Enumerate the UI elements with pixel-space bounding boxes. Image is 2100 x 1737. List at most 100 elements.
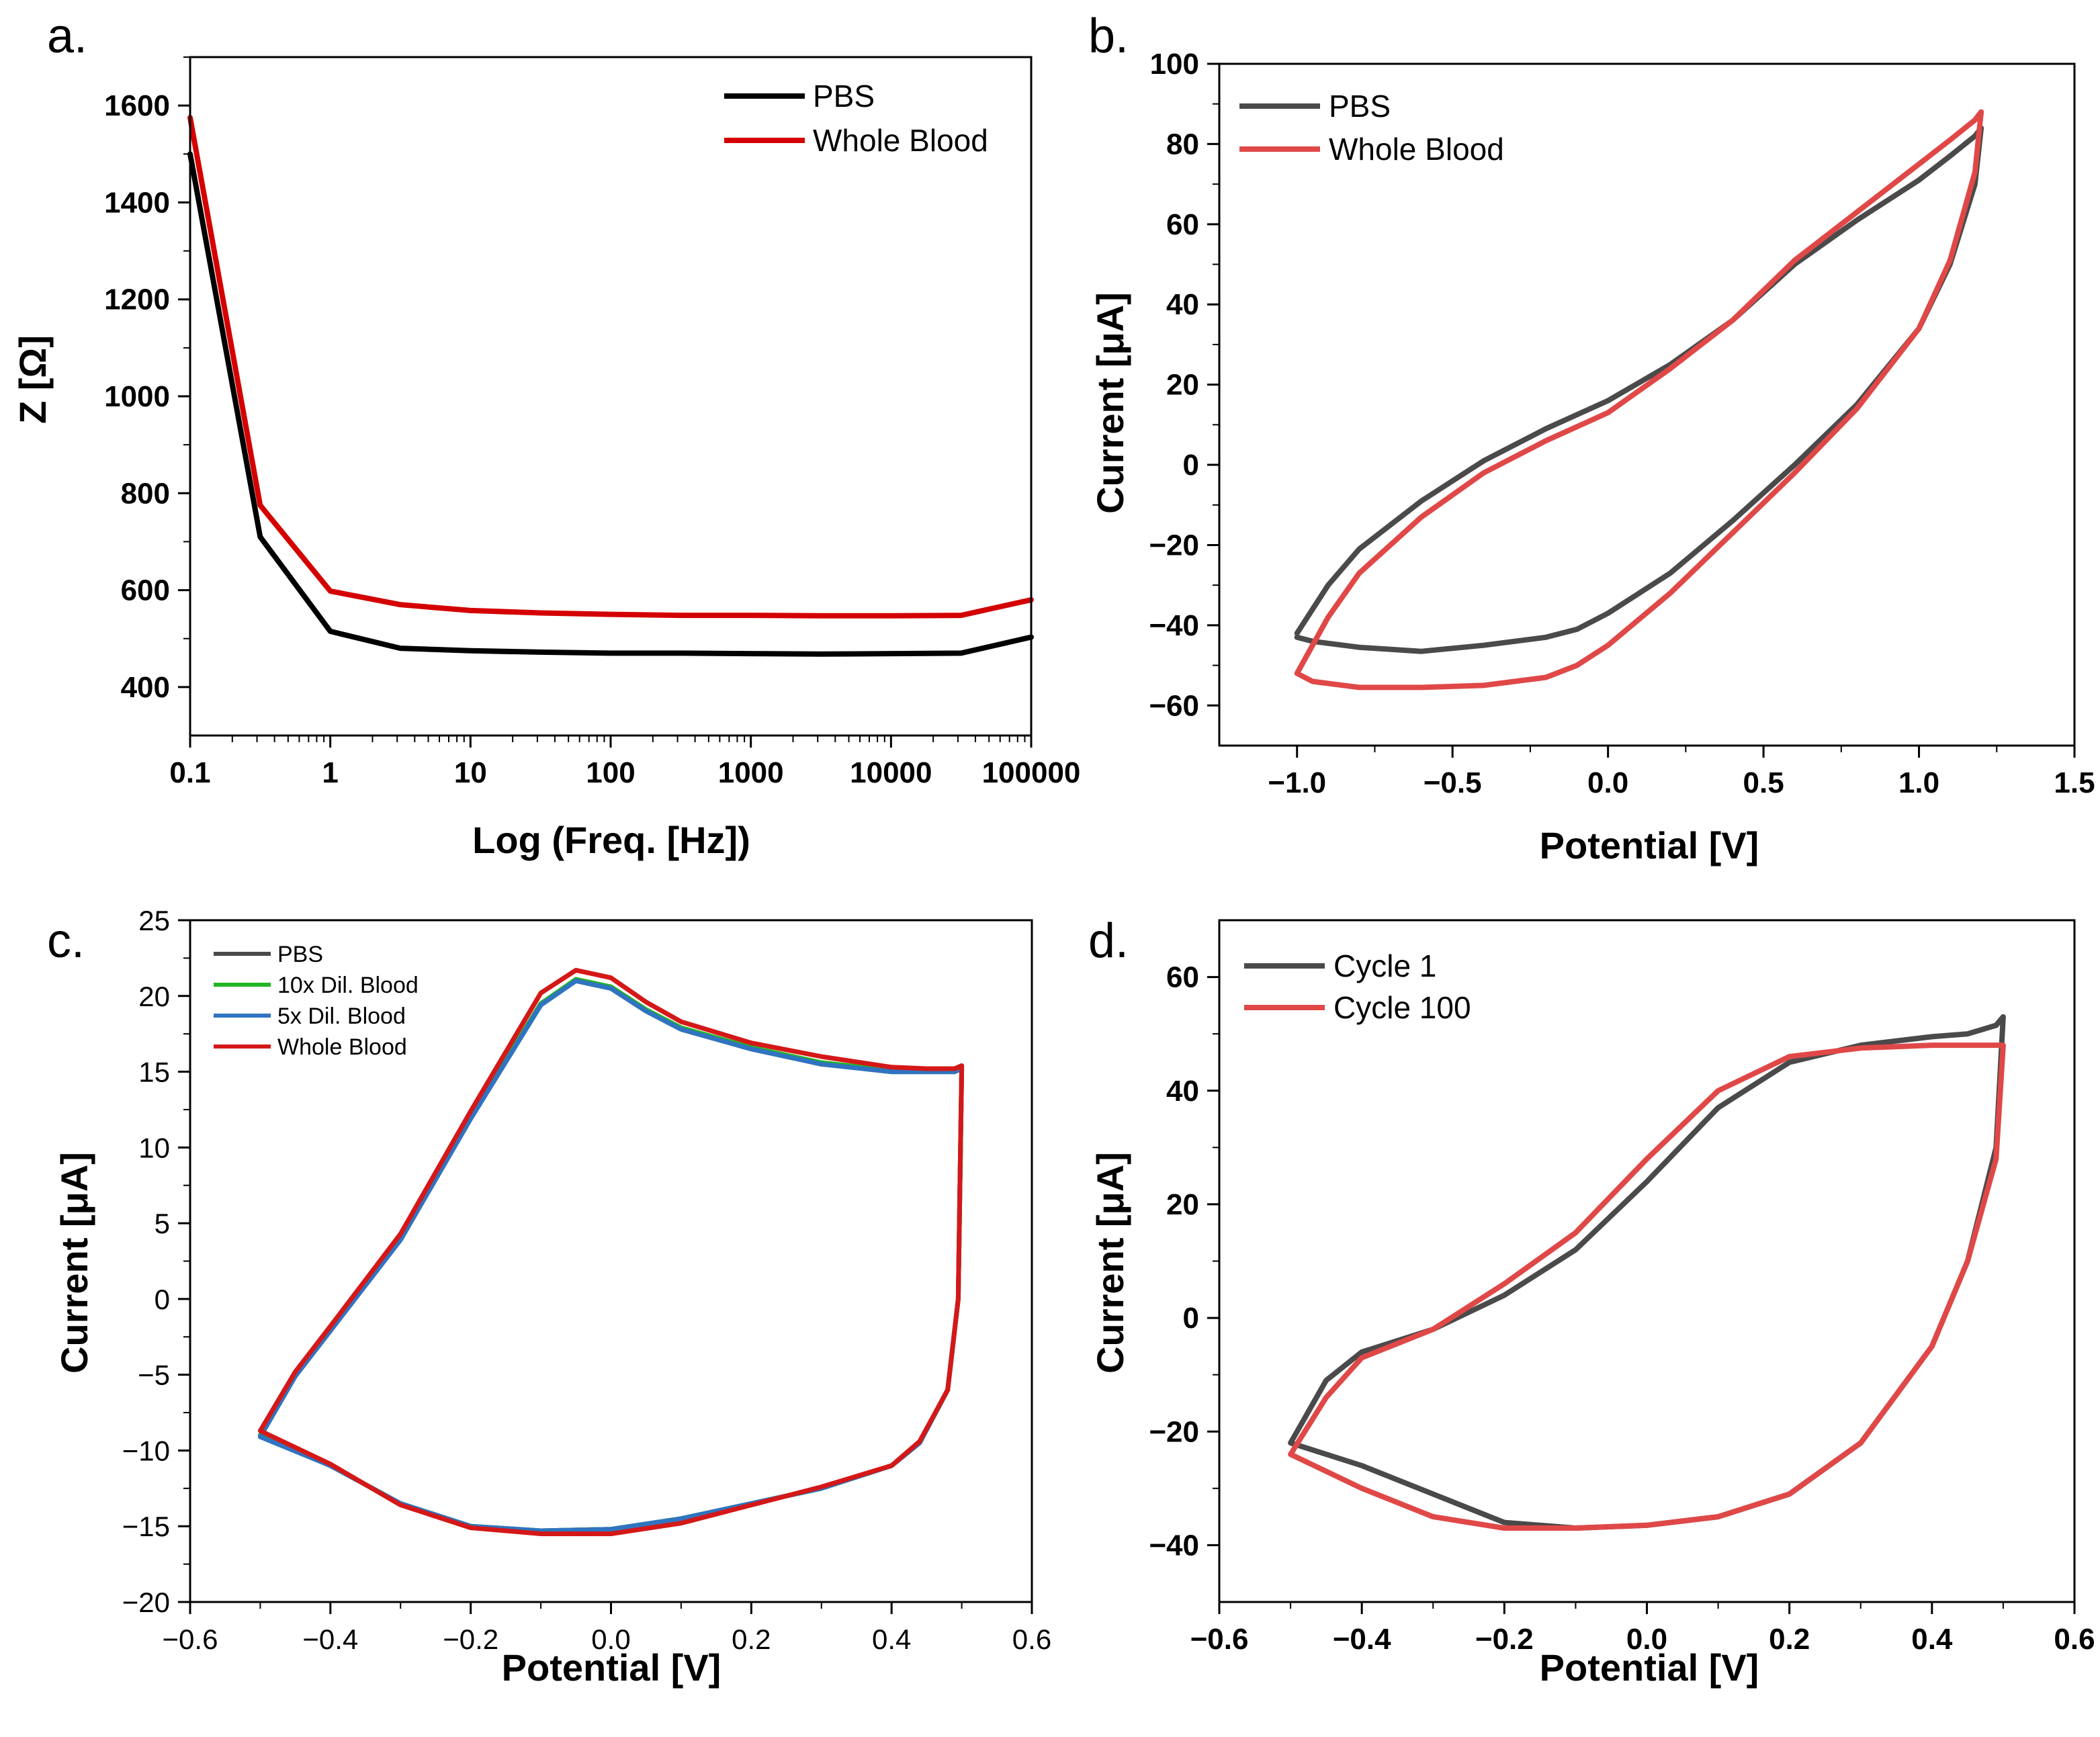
x-tick-label-c-0: −0.6 (163, 1623, 218, 1655)
y-tick-label-d-2: 0 (1183, 1302, 1199, 1335)
panel-d: d. −0.6 −0.4 −0.2 0.0 0.2 0.4 0.6 −40 −20 0 20 40 60… (1088, 914, 2095, 1689)
y-tick-label-b-6: 60 (1166, 208, 1199, 241)
panel-b-ylabel: Current [μA] (1089, 292, 1131, 514)
x-tick-label-a-4: 1000 (718, 756, 784, 789)
panel-c-ylabel: Current [μA] (53, 1152, 95, 1374)
y-tick-label-c-7: 15 (138, 1057, 170, 1088)
y-tick-label-c-2: −10 (122, 1435, 170, 1466)
x-tick-label-c-3: 0.0 (591, 1623, 630, 1655)
y-tick-label-b-5: 40 (1166, 288, 1199, 321)
series-line-a-0 (187, 151, 1034, 657)
series-line-b-1 (1294, 109, 1984, 691)
y-tick-label-c-0: −20 (122, 1587, 170, 1618)
plot-frame-b (1218, 62, 2076, 747)
x-tick-label-d-4: 0.2 (1769, 1623, 1810, 1656)
x-tick-label-c-1: −0.4 (302, 1623, 358, 1655)
legend-d-label-cycle-100: Cycle 100 (1333, 990, 1471, 1025)
y-tick-label-a-2: 800 (121, 477, 170, 510)
panel-a-ylabel: Z [Ω] (11, 335, 54, 424)
x-tick-label-a-2: 10 (454, 756, 487, 789)
x-tick-label-b-4: 1.0 (1898, 766, 1939, 799)
panel-d-xlabel: Potential [V] (1540, 1646, 1759, 1689)
x-tick-label-c-5: 0.4 (872, 1623, 911, 1655)
x-tick-label-b-1: −0.5 (1424, 766, 1482, 799)
y-tick-label-b-7: 80 (1166, 128, 1199, 161)
x-tick-label-c-6: 0.6 (1012, 1623, 1051, 1655)
y-tick-label-a-0: 400 (121, 671, 170, 704)
series-line-a-1 (187, 115, 1034, 619)
panel-d-ylabel: Current [μA] (1089, 1152, 1131, 1374)
series-line-c-3 (257, 967, 965, 1536)
x-tick-label-b-3: 0.5 (1743, 766, 1784, 799)
panel-d-legend: Cycle 1 Cycle 100 (1244, 948, 1471, 1025)
x-tick-label-a-3: 100 (586, 756, 635, 789)
x-tick-label-d-3: 0.0 (1626, 1623, 1667, 1656)
legend-c-label-pbs: PBS (277, 942, 323, 967)
legend-a-label-pbs: PBS (813, 79, 875, 114)
y-tick-label-c-5: 5 (155, 1208, 170, 1239)
y-tick-label-d-5: 60 (1166, 961, 1199, 994)
x-tick-label-d-1: −0.4 (1333, 1623, 1391, 1656)
panel-b-label: b. (1088, 9, 1129, 63)
plot-b-area: −1.0 −0.5 0.0 0.5 1.0 1.5 −60 −40 −20 0 20 40 60 80 10… (1149, 48, 2095, 799)
y-tick-label-b-1: −40 (1149, 609, 1199, 642)
panel-b-xlabel: Potential [V] (1540, 824, 1759, 866)
panel-a: a. 0.1 1 10 100 1000 10000 100000 400 600 800 1000… (11, 9, 1080, 861)
y-tick-label-c-3: −5 (138, 1360, 170, 1391)
y-tick-label-c-1: −15 (122, 1511, 170, 1542)
panel-c-xlabel: Potential [V] (502, 1646, 721, 1689)
panel-a-legend: PBS Whole Blood (724, 79, 988, 158)
legend-a-label-whole-blood: Whole Blood (813, 123, 988, 158)
legend-d-label-cycle-1: Cycle 1 (1333, 948, 1436, 983)
panel-a-label: a. (47, 9, 87, 63)
x-tick-label-d-5: 0.4 (1911, 1623, 1953, 1656)
series-line-d-1 (1288, 1042, 2006, 1531)
y-tick-label-a-4: 1200 (104, 283, 170, 316)
y-tick-label-b-4: 20 (1166, 369, 1199, 402)
legend-c-label-whole-blood: Whole Blood (277, 1034, 407, 1060)
panel-d-label: d. (1088, 914, 1129, 968)
panel-a-xlabel: Log (Freq. [Hz]) (472, 819, 750, 861)
y-tick-label-b-2: −20 (1149, 529, 1199, 562)
plot-a-area: 0.1 1 10 100 1000 10000 100000 400 600 800 1000 120… (104, 56, 1081, 789)
x-tick-label-c-4: 0.2 (732, 1623, 771, 1655)
legend-b-label-pbs: PBS (1329, 89, 1391, 124)
x-tick-label-a-0: 0.1 (169, 756, 210, 789)
y-tick-label-d-0: −40 (1149, 1529, 1199, 1562)
panel-c: c. −0.6 −0.4 −0.2 0.0 0.2 0.4 0.6 −20 −15 −10 −5 0 5… (47, 905, 1051, 1689)
y-tick-label-d-1: −20 (1149, 1415, 1199, 1448)
x-tick-label-a-5: 10000 (850, 756, 932, 789)
legend-b-label-whole-blood: Whole Blood (1329, 132, 1504, 167)
legend-c-label-5x: 5x Dil. Blood (277, 1004, 406, 1029)
x-tick-label-a-6: 100000 (982, 756, 1081, 789)
plot-d-area: −0.6 −0.4 −0.2 0.0 0.2 0.4 0.6 −40 −20 0 20 40 60 (1149, 919, 2095, 1656)
y-tick-label-a-5: 1400 (104, 186, 170, 219)
y-tick-label-b-3: 0 (1183, 449, 1199, 482)
panel-c-legend: PBS 10x Dil. Blood 5x Dil. Blood Whole B… (214, 942, 419, 1060)
y-tick-label-c-4: 0 (155, 1284, 170, 1315)
x-tick-label-b-2: 0.0 (1587, 766, 1628, 799)
panel-b: b. −1.0 −0.5 0.0 0.5 1.0 1.5 −60 −40 −20 0 20 40 60 8… (1088, 9, 2095, 866)
y-tick-label-c-6: 10 (138, 1132, 170, 1163)
x-tick-label-c-2: −0.2 (443, 1623, 498, 1655)
x-tick-label-d-2: −0.2 (1475, 1623, 1534, 1656)
legend-c-label-10x: 10x Dil. Blood (277, 973, 419, 998)
plot-c-area: −0.6 −0.4 −0.2 0.0 0.2 0.4 0.6 −20 −15 −10 −5 0 5 10 1… (122, 905, 1051, 1655)
series-line-c-2 (257, 978, 965, 1533)
panel-b-legend: PBS Whole Blood (1239, 89, 1504, 167)
x-tick-label-b-0: −1.0 (1268, 766, 1326, 799)
y-tick-label-d-3: 20 (1166, 1188, 1199, 1221)
panel-c-label: c. (47, 914, 85, 968)
y-tick-label-a-3: 1000 (104, 380, 170, 413)
x-tick-label-b-5: 1.5 (2054, 766, 2095, 799)
x-tick-label-a-1: 1 (322, 756, 338, 789)
y-tick-label-a-1: 600 (121, 574, 170, 607)
y-tick-label-c-8: 20 (138, 981, 170, 1012)
x-tick-label-d-0: −0.6 (1190, 1623, 1249, 1656)
x-tick-label-d-6: 0.6 (2054, 1623, 2095, 1656)
y-tick-label-a-6: 1600 (104, 89, 170, 122)
y-tick-label-c-9: 25 (138, 905, 170, 936)
y-tick-label-d-4: 40 (1166, 1075, 1199, 1108)
